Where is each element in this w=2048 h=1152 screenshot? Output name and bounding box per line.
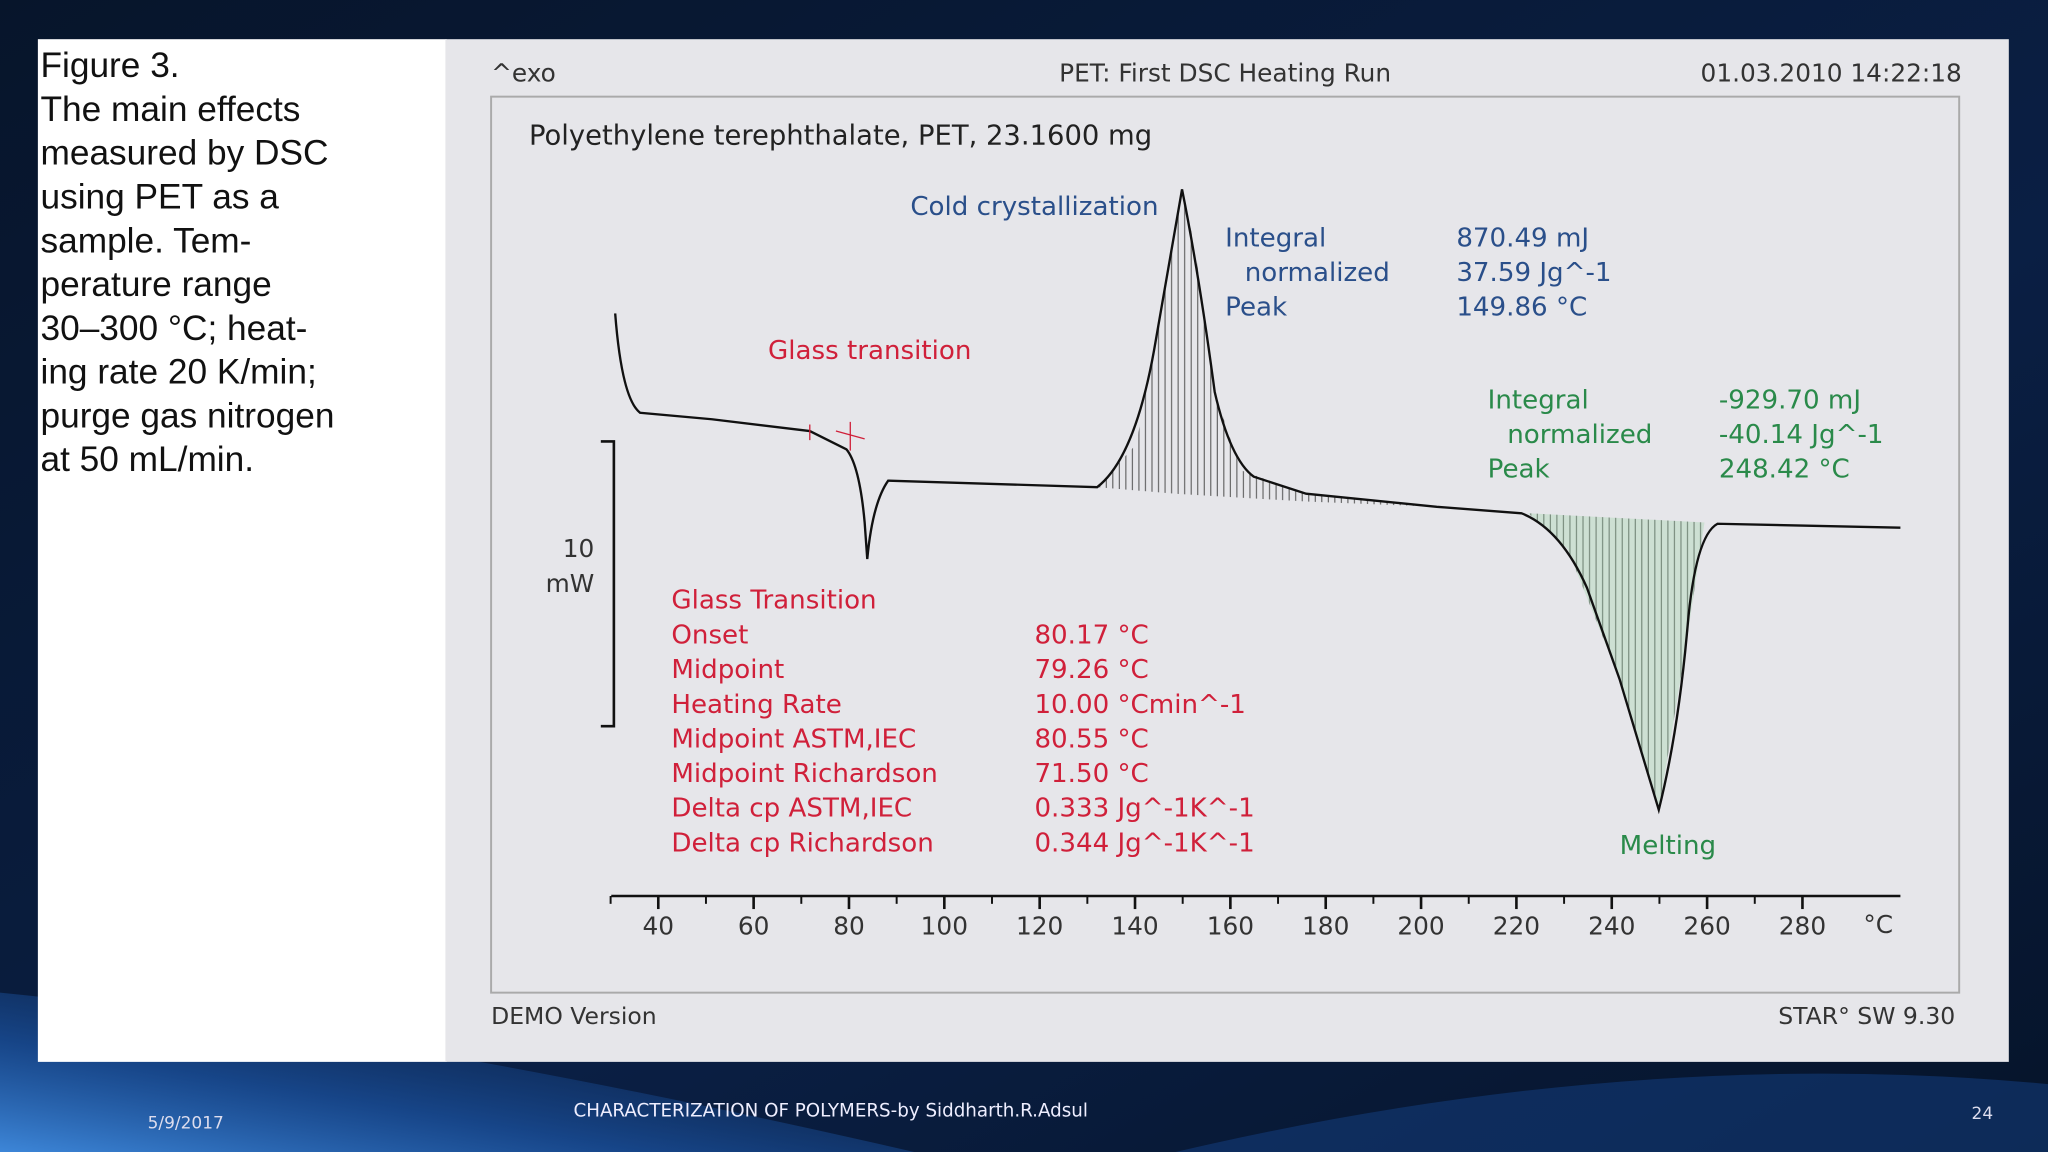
result-label: Midpoint (671, 655, 784, 685)
x-tick-label: 200 (1397, 911, 1444, 940)
x-tick-label: 60 (738, 911, 770, 940)
scale-bar (600, 440, 616, 728)
plot-frame (490, 95, 1961, 994)
x-tick-label: 280 (1779, 911, 1826, 940)
caption-line: The main effects (40, 90, 300, 129)
results: Integral 870.49 mJ normalized 37.59 Jg^-1 Pe… (671, 224, 1883, 859)
x-axis-ticks: 40 60 80 100 120 140 160 180 200 220 240 260 280 (609, 895, 1826, 940)
x-tick-label: 260 (1683, 911, 1730, 940)
hatch (1097, 189, 1437, 507)
caption-line: measured by DSC (40, 134, 328, 173)
result-label: Delta cp Richardson (671, 828, 933, 858)
result-label: Peak (1225, 293, 1288, 323)
result-value: 870.49 mJ (1456, 224, 1589, 254)
result-value: 10.00 °Cmin^-1 (1034, 690, 1245, 720)
result-label: normalized (1245, 258, 1390, 288)
x-tick-label: 80 (833, 911, 865, 940)
glass-results-title: Glass Transition (671, 585, 876, 615)
result-label: Integral (1488, 385, 1589, 415)
result-label: Midpoint Richardson (671, 759, 938, 789)
caption-line: perature range (40, 265, 271, 304)
x-tick-label: 40 (643, 911, 675, 940)
caption-line: ing rate 20 K/min; (40, 353, 316, 392)
caption-line: sample. Tem- (40, 221, 251, 260)
result-value: 79.26 °C (1034, 655, 1148, 685)
caption-line: purge gas nitrogen (40, 396, 334, 435)
x-tick-label: 100 (921, 911, 968, 940)
figure-title: PET: First DSC Heating Run (1059, 58, 1391, 87)
result-value: 0.333 Jg^-1K^-1 (1034, 794, 1254, 824)
result-label: Onset (671, 621, 748, 651)
caption-panel (37, 39, 447, 1062)
result-value: 80.17 °C (1034, 621, 1148, 651)
caption: Figure 3. The main effects measured by DSC… (40, 46, 334, 479)
result-value: 71.50 °C (1034, 759, 1148, 789)
scale-value: 10 (563, 534, 595, 563)
result-value: 0.344 Jg^-1K^-1 (1034, 828, 1254, 858)
glass-markers (809, 421, 865, 451)
result-label: normalized (1507, 420, 1652, 450)
melting-label: Melting (1620, 831, 1716, 861)
footer-page: 24 (1972, 1104, 1994, 1124)
footer-date: 5/9/2017 (148, 1113, 224, 1133)
x-tick-label: 160 (1207, 911, 1254, 940)
timestamp: 01.03.2010 14:22:18 (1701, 58, 1962, 87)
hatch (1528, 513, 1705, 810)
dsc-curve (614, 189, 1901, 815)
result-value: 80.55 °C (1034, 724, 1148, 754)
x-tick-label: 140 (1111, 911, 1158, 940)
sample: Polyethylene terephthalate, PET, 23.1600… (529, 121, 1152, 152)
caption-line: 30–300 °C; heat- (40, 309, 307, 348)
result-label: Integral (1225, 224, 1326, 254)
result-label: Peak (1488, 455, 1551, 485)
software-label: STAR° SW 9.30 (1778, 1002, 1955, 1030)
caption-line: at 50 mL/min. (40, 440, 254, 479)
result-value: 149.86 °C (1456, 293, 1587, 323)
result-label: Heating Rate (671, 690, 841, 720)
x-tick-label: 220 (1493, 911, 1540, 940)
footer-title: CHARACTERIZATION OF POLYMERS-by Siddhart… (573, 1101, 1087, 1122)
demo-label: DEMO Version (491, 1002, 657, 1030)
x-tick-label: 240 (1588, 911, 1635, 940)
melting-fill (1528, 513, 1705, 810)
figure-panel (445, 39, 2009, 1062)
scale-unit: mW (546, 569, 595, 598)
glass-label: Glass transition (768, 336, 971, 366)
x-tick-label: 180 (1302, 911, 1349, 940)
decor (1175, 1073, 2048, 1152)
x-tick-label: 120 (1016, 911, 1063, 940)
exo-label: ^exo (491, 58, 556, 87)
cold-label: Cold crystallization (910, 192, 1158, 222)
result-value: -929.70 mJ (1719, 385, 1861, 415)
result-label: Midpoint ASTM,IEC (671, 724, 916, 754)
x-unit: °C (1863, 910, 1893, 939)
result-value: 37.59 Jg^-1 (1456, 258, 1611, 288)
result-value: 248.42 °C (1719, 455, 1850, 485)
caption-line: Figure 3. (40, 46, 179, 85)
caption-line: using PET as a (40, 177, 279, 216)
result-label: Delta cp ASTM,IEC (671, 794, 912, 824)
result-value: -40.14 Jg^-1 (1719, 420, 1884, 450)
